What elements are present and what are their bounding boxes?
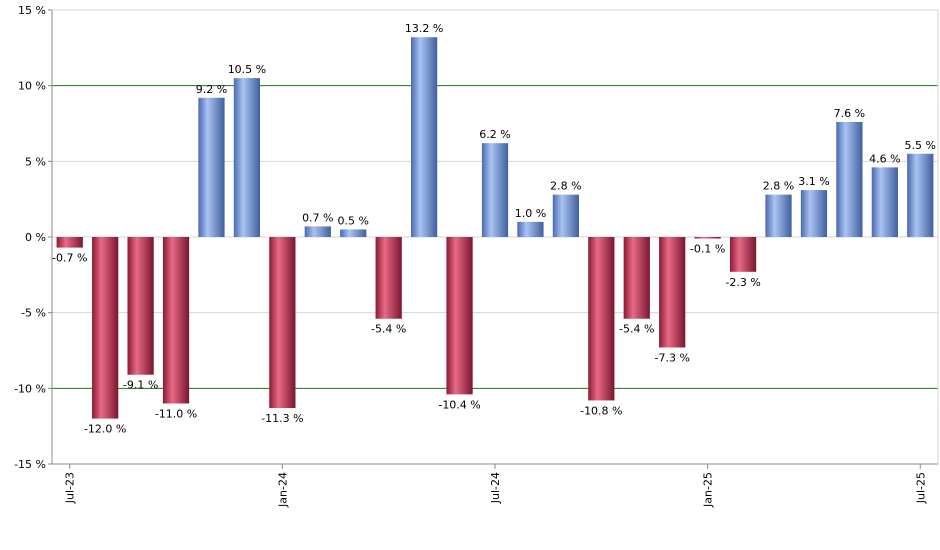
data-label: 2.8 % [550, 180, 581, 193]
x-tick-label: Jan-25 [702, 472, 715, 508]
data-label: 9.2 % [196, 83, 227, 96]
bar [446, 237, 473, 395]
bar [481, 143, 509, 237]
bar [517, 221, 544, 237]
data-label: 13.2 % [405, 22, 443, 35]
bar [198, 97, 225, 237]
data-label: 0.5 % [338, 214, 369, 227]
data-label: 4.6 % [869, 152, 900, 165]
y-tick-label: 15 % [18, 4, 46, 17]
data-label: -0.7 % [52, 252, 87, 265]
data-label: 6.2 % [479, 128, 510, 141]
bars [56, 37, 934, 419]
bar [375, 237, 402, 319]
bar [552, 194, 579, 237]
data-label: 5.5 % [905, 139, 936, 152]
x-tick-label: Jan-24 [276, 472, 289, 508]
y-tick-label: -10 % [14, 382, 46, 395]
y-tick-label: 5 % [25, 155, 46, 168]
data-label: -11.0 % [155, 407, 197, 420]
data-label: 7.6 % [834, 107, 865, 120]
data-label: -10.8 % [580, 404, 622, 417]
data-label: 1.0 % [515, 207, 546, 220]
y-tick-label: 0 % [25, 231, 46, 244]
bar [765, 194, 792, 237]
data-label: -5.4 % [371, 323, 406, 336]
bar [340, 229, 367, 237]
data-label: -9.1 % [123, 379, 158, 392]
data-label: -0.1 % [690, 243, 725, 256]
bar [411, 37, 438, 237]
bar [162, 237, 190, 404]
data-label: -2.3 % [725, 276, 760, 289]
bar [800, 190, 828, 237]
data-label: -11.3 % [261, 412, 303, 425]
bar [694, 237, 721, 239]
x-tick-label: Jul-24 [489, 472, 502, 504]
data-label: 0.7 % [302, 211, 333, 224]
bar [659, 237, 686, 348]
bar [623, 237, 650, 319]
data-labels: -0.7 % -12.0 % -9.1 % -11.0 % 9.2 %10.5 % -11… [52, 22, 936, 435]
bar [729, 237, 757, 272]
bar [56, 237, 83, 248]
bar [907, 153, 934, 237]
bar [92, 237, 119, 419]
data-label: -12.0 % [84, 423, 126, 436]
y-tick-label: -15 % [14, 458, 46, 471]
y-tick-label: -5 % [21, 307, 46, 320]
axes: 15 % 10 % 5 % 0 % -5 % -10 % -15 % Jul-23 Jan-24… [14, 4, 939, 508]
x-tick-label: Jul-25 [914, 472, 927, 504]
bar [588, 237, 615, 401]
data-label: 3.1 % [798, 175, 829, 188]
x-tick-label: Jul-23 [64, 472, 77, 504]
bar [233, 78, 261, 237]
data-label: 10.5 % [228, 63, 266, 76]
bar [127, 237, 154, 375]
data-label: -7.3 % [654, 351, 689, 364]
bar [269, 237, 296, 409]
bar [304, 226, 331, 237]
y-tick-label: 10 % [18, 80, 46, 93]
data-label: -10.4 % [438, 398, 480, 411]
bar [871, 167, 898, 237]
data-label: 2.8 % [763, 180, 794, 193]
data-label: -5.4 % [619, 323, 654, 336]
bar [836, 121, 863, 237]
